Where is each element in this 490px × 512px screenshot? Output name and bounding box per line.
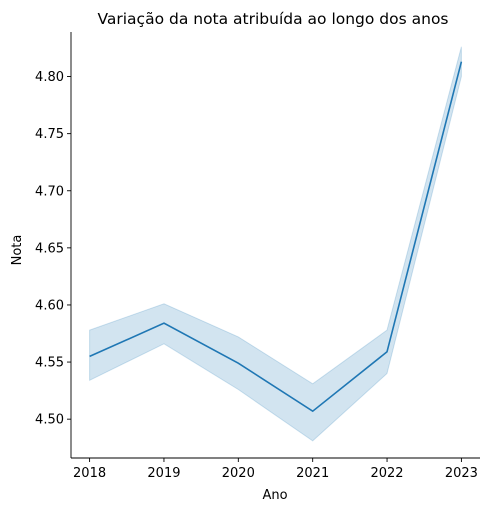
y-axis-label: Nota [10,235,25,266]
x-tick-label: 2021 [296,466,329,481]
series-line [89,61,463,413]
x-tick-label: 2019 [147,466,180,481]
x-tick-label: 2022 [370,466,403,481]
y-tick-label: 4.75 [35,127,64,142]
x-tick-label: 2020 [222,466,255,481]
x-tick-label: 2018 [73,466,106,481]
x-tick-label: 2023 [445,466,478,481]
y-tick-label: 4.60 [35,298,64,313]
chart-title: Variação da nota atribuída ao longo dos … [97,10,448,28]
y-tick-label: 4.80 [35,70,64,85]
y-tick-label: 4.70 [35,184,64,199]
plot-area: 2018 2019 2020 2021 2022 2023 4.50 4.55 4.60 4.65… [35,32,480,481]
y-tick-label: 4.65 [35,241,64,256]
confidence-band [89,46,462,442]
x-axis-label: Ano [262,488,287,503]
y-tick-label: 4.50 [35,413,64,428]
y-tick-label: 4.55 [35,356,64,371]
